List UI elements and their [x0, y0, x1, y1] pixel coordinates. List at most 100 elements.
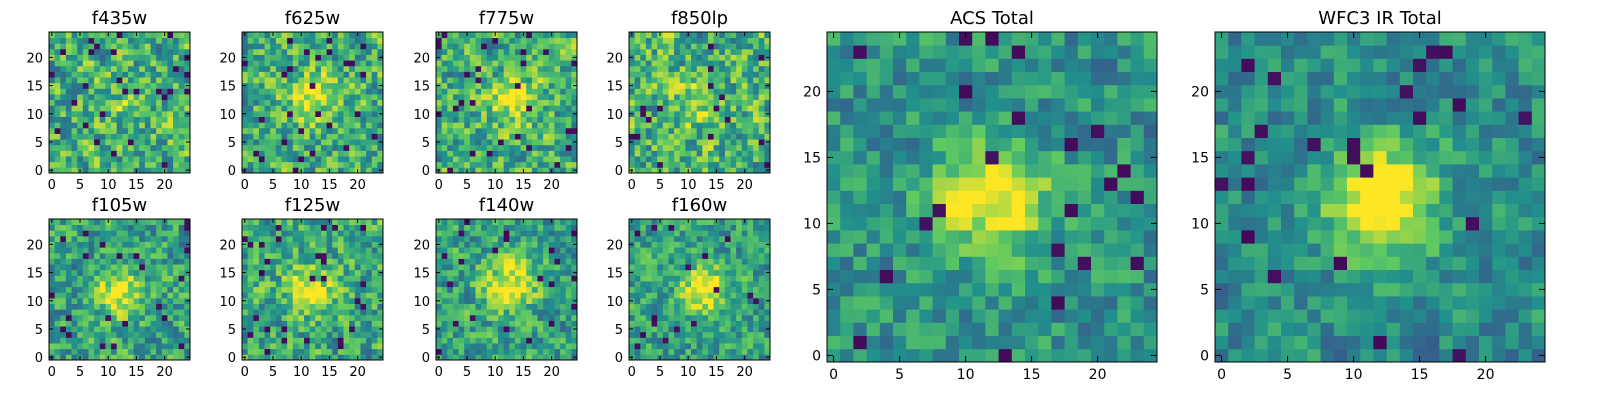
heatmap-cell — [127, 77, 134, 84]
heatmap-cell — [679, 110, 686, 117]
heatmap-cell — [281, 281, 288, 288]
heatmap-cell — [54, 110, 61, 117]
heatmap-cell — [173, 71, 180, 78]
heatmap-cell — [520, 161, 527, 168]
heatmap-cell — [764, 122, 771, 129]
heatmap-cell — [354, 54, 361, 61]
heatmap-cell — [326, 94, 333, 101]
heatmap-cell — [122, 82, 129, 89]
heatmap-cell — [332, 320, 339, 327]
heatmap-cell — [452, 343, 459, 350]
heatmap-cell — [111, 116, 118, 123]
heatmap-cell — [702, 127, 709, 134]
heatmap-cell — [560, 127, 567, 134]
heatmap-cell — [657, 133, 664, 140]
heatmap-cell — [139, 167, 146, 174]
heatmap-cell — [54, 275, 61, 282]
heatmap-cell — [469, 230, 476, 237]
heatmap-cell — [719, 281, 726, 288]
heatmap-cell — [65, 161, 72, 168]
heatmap-cell — [167, 122, 174, 129]
heatmap-cell — [436, 127, 443, 134]
heatmap-cell — [360, 326, 367, 333]
heatmap-cell — [332, 144, 339, 151]
heatmap-cell — [82, 65, 89, 72]
heatmap-cell — [668, 269, 675, 276]
heatmap-cell — [99, 247, 106, 254]
heatmap-cell — [49, 230, 56, 237]
heatmap-cell — [640, 105, 647, 112]
heatmap-cell — [452, 224, 459, 231]
heatmap-cell — [366, 258, 373, 265]
heatmap-cell — [337, 297, 344, 304]
heatmap-cell — [366, 48, 373, 55]
heatmap-cell — [537, 156, 544, 163]
heatmap-cell — [371, 110, 378, 117]
heatmap-cell — [668, 348, 675, 355]
heatmap-cell — [360, 88, 367, 95]
heatmap-cell — [354, 60, 361, 67]
heatmap-cell — [173, 133, 180, 140]
heatmap-cell — [71, 71, 78, 78]
heatmap-cell — [436, 71, 443, 78]
heatmap-cell — [343, 337, 350, 344]
heatmap-cell — [560, 230, 567, 237]
heatmap-cell — [88, 264, 95, 271]
heatmap-cell — [88, 65, 95, 72]
heatmap-cell — [634, 133, 641, 140]
heatmap-cell — [360, 281, 367, 288]
heatmap-cell — [71, 281, 78, 288]
heatmap-cell — [298, 297, 305, 304]
heatmap-cell — [82, 297, 89, 304]
heatmap-cell — [645, 354, 652, 361]
heatmap-cell — [315, 167, 322, 174]
heatmap-cell — [287, 258, 294, 265]
heatmap-cell — [447, 230, 454, 237]
heatmap-cell — [99, 292, 106, 299]
heatmap-cell — [458, 326, 465, 333]
heatmap-cell — [514, 48, 521, 55]
heatmap-cell — [736, 54, 743, 61]
heatmap-cell — [640, 71, 647, 78]
heatmap-cell — [264, 241, 271, 248]
heatmap-cell — [178, 127, 185, 134]
heatmap-cell — [94, 320, 101, 327]
heatmap-cell — [645, 314, 652, 321]
heatmap-cell — [730, 116, 737, 123]
heatmap-cell — [707, 292, 714, 299]
heatmap-cell — [94, 122, 101, 129]
heatmap-cell — [758, 133, 765, 140]
heatmap-cell — [270, 48, 277, 55]
heatmap-cell — [178, 133, 185, 140]
heatmap-cell — [343, 292, 350, 299]
heatmap-cell — [565, 48, 572, 55]
heatmap-cell — [679, 71, 686, 78]
heatmap-cell — [531, 161, 538, 168]
heatmap-cell — [509, 235, 516, 242]
heatmap-cell — [475, 219, 482, 226]
heatmap-cell — [662, 32, 669, 39]
heatmap-cell — [526, 156, 533, 163]
heatmap-cell — [645, 139, 652, 146]
heatmap-cell — [247, 88, 254, 95]
heatmap-cell — [122, 247, 129, 254]
heatmap-cell — [674, 150, 681, 157]
heatmap-cell — [184, 343, 191, 350]
heatmap-cell — [332, 82, 339, 89]
heatmap-cell — [292, 77, 299, 84]
heatmap-cell — [298, 48, 305, 55]
heatmap-cell — [645, 309, 652, 316]
heatmap-cell — [298, 150, 305, 157]
heatmap-cell — [247, 219, 254, 226]
heatmap-cell — [49, 127, 56, 134]
heatmap-cell — [94, 65, 101, 72]
heatmap-cell — [486, 77, 493, 84]
heatmap-cell — [315, 224, 322, 231]
heatmap-cell — [253, 99, 260, 106]
heatmap-cell — [452, 133, 459, 140]
heatmap-cell — [332, 348, 339, 355]
heatmap-cell — [292, 32, 299, 39]
heatmap-cell — [127, 297, 134, 304]
heatmap-cell — [696, 337, 703, 344]
